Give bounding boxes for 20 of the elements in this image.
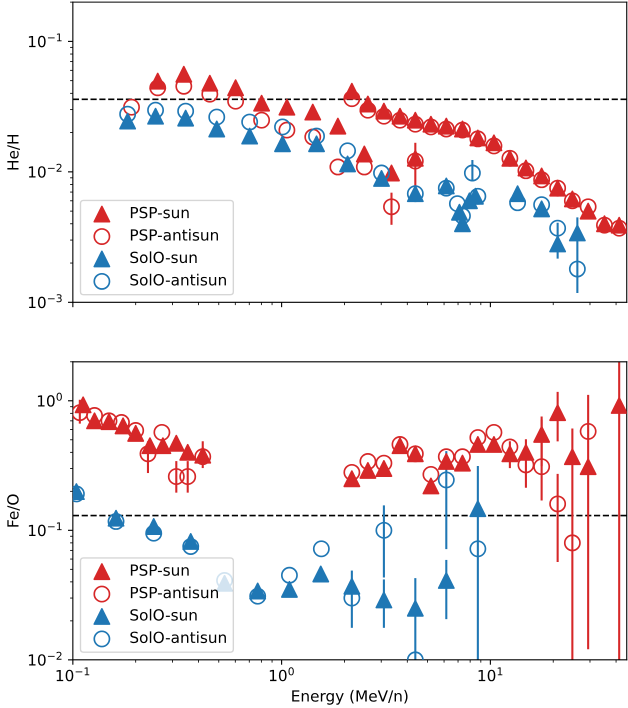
y-axis-title: Fe/O <box>7 494 20 527</box>
legend-label: PSP-sun <box>130 206 189 218</box>
y-tick-label: 10$^{−2}$ <box>28 164 62 178</box>
x-tick-label: 10$^{0}$ <box>270 667 294 682</box>
legend-label: SolO-antisun <box>130 274 226 286</box>
legend-label: PSP-antisun <box>130 586 218 598</box>
x-axis-title: Energy (MeV/n) <box>292 690 408 705</box>
y-tick-label: 10$^{−1}$ <box>28 33 62 48</box>
y-tick-label: 10$^{−3}$ <box>28 294 62 308</box>
y-tick-label: 10$^{−2}$ <box>28 652 62 666</box>
legend-label: PSP-antisun <box>130 228 218 241</box>
legend-label: SolO-sun <box>130 251 197 264</box>
x-tick-label: 10$^{−1}$ <box>56 667 90 682</box>
x-tick-label: 10$^{1}$ <box>478 667 502 682</box>
legend-label: SolO-antisun <box>130 631 226 644</box>
legend-label: PSP-sun <box>130 564 189 576</box>
y-tick-label: 10$^{−1}$ <box>28 522 62 536</box>
legend-label: SolO-sun <box>130 608 197 621</box>
y-axis-title: He/H <box>7 134 20 170</box>
y-tick-label: 10$^{0}$ <box>38 392 62 407</box>
